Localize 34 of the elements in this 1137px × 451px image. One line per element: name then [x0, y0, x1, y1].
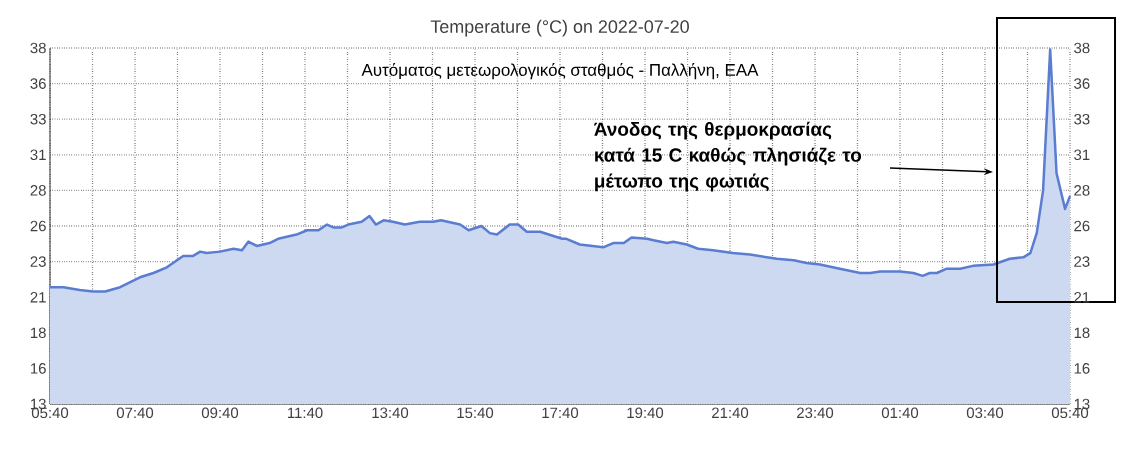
y-tick-label: 36	[30, 78, 46, 89]
x-tick-label: 23:40	[797, 407, 834, 419]
y-tick-label: 23	[30, 256, 46, 267]
y-tick-label: 21	[30, 291, 46, 303]
y-tick-label: 38	[30, 42, 46, 54]
y-tick-label: 16	[31, 363, 46, 374]
y2-tick-label: 23	[1074, 256, 1090, 267]
y-tick-label: 33	[30, 113, 46, 125]
x-tick-label: 01:40	[881, 407, 919, 419]
x-tick-label: 03:40	[966, 407, 1004, 419]
y2-tick-label: 31	[1074, 149, 1090, 161]
x-tick-label: 17:40	[542, 407, 579, 419]
x-tick-label: 09:40	[201, 407, 239, 419]
x-tick-label: 07:40	[116, 407, 154, 419]
y2-tick-label: 33	[1074, 113, 1090, 125]
y2-tick-label: 28	[1074, 185, 1090, 196]
y2-tick-label: 36	[1074, 78, 1090, 89]
annotation: Άνοδος της θερμοκρασίας κατά 15 C καθώς πλησιάζε το μέτωπο της φωτιάς	[594, 121, 862, 192]
y2-tick-label: 18	[1074, 327, 1090, 339]
y-tick-label: 26	[30, 220, 46, 232]
y2-tick-label: 16	[1074, 363, 1090, 374]
x-tick-label: 11:40	[288, 407, 323, 419]
y-tick-label: 18	[31, 327, 46, 339]
x-tick-label: 19:40	[627, 407, 664, 419]
x-tick-label: 13:40	[372, 407, 409, 419]
y2-tick-label: 21	[1074, 291, 1090, 303]
chart-title: Temperature (°C) on 2022-07-20	[430, 19, 689, 37]
y2-tick-label: 38	[1074, 42, 1090, 54]
x-tick-label: 15:40	[457, 407, 494, 419]
y2-tick-label: 26	[1074, 220, 1090, 232]
y-tick-label: 31	[30, 149, 46, 161]
y-tick-label: 28	[30, 185, 46, 196]
text: Αυτόματος μετεωρολογικός σταθμός - Παλλήνη, ΕΑΑ	[361, 62, 759, 80]
x-tick-label: 21:40	[712, 407, 749, 419]
